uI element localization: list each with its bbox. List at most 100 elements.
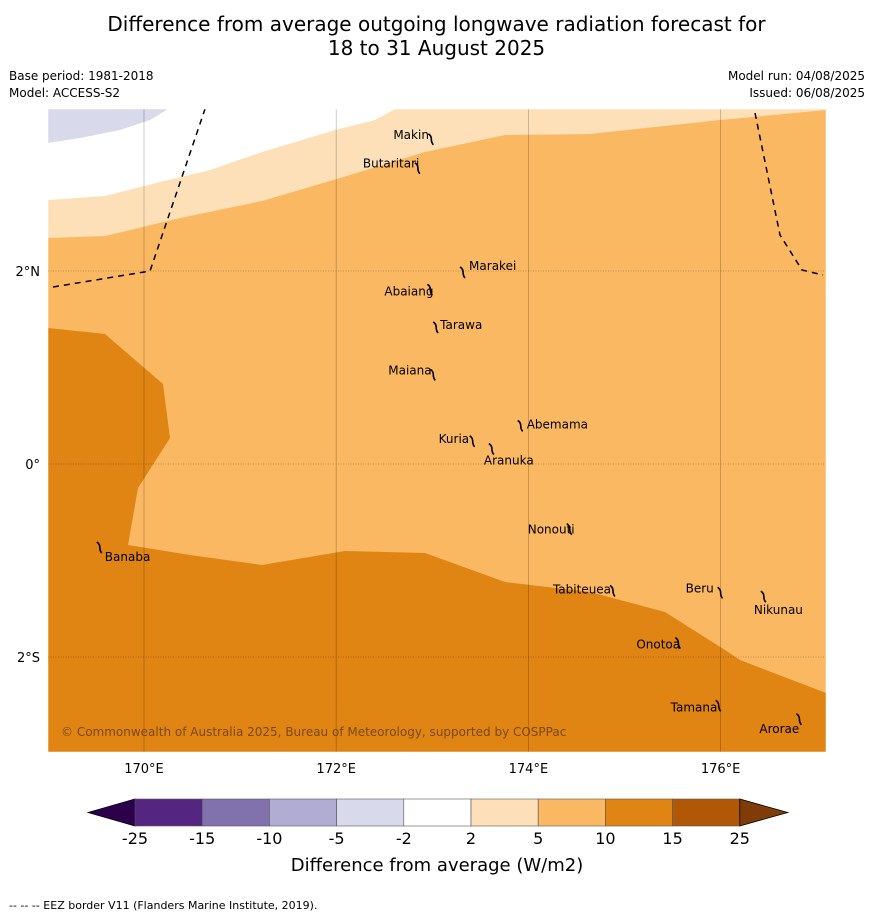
base-period: Base period: 1981-2018 xyxy=(9,69,154,83)
place-label: Onotoa xyxy=(636,638,680,652)
place-maiana: Maiana xyxy=(388,363,436,381)
island-outline xyxy=(488,442,495,456)
colorbar-under-arrow xyxy=(86,798,136,827)
place-nikunau: Nikunau xyxy=(754,590,803,617)
colorbar-tick-label: 25 xyxy=(730,829,750,848)
eez-border-east xyxy=(754,112,824,276)
place-tamana: Tamana xyxy=(670,699,722,714)
place-arorae: Arorae xyxy=(759,713,802,736)
longitude-labels: 170°E 172°E 174°E 176°E xyxy=(124,762,740,777)
island-outline xyxy=(96,541,103,554)
longitude-label: 174°E xyxy=(509,762,549,777)
place-kuria: Kuria xyxy=(439,432,476,448)
place-tarawa: Tarawa xyxy=(432,318,482,334)
colorbar-swatch xyxy=(201,798,270,827)
island-outline xyxy=(717,586,724,599)
colorbar-swatch xyxy=(269,798,337,827)
place-label: Beru xyxy=(686,581,714,595)
island-outline xyxy=(414,162,421,175)
place-label: Aranuka xyxy=(484,454,534,468)
colorbar-tick-label: -15 xyxy=(189,829,215,848)
colorbar-tick-label: -10 xyxy=(256,829,282,848)
island-outline xyxy=(760,590,767,603)
region-neg2-to-2 xyxy=(48,109,395,200)
place-label: Abaiang xyxy=(384,284,433,298)
colorbar-swatch xyxy=(470,798,539,827)
region-5-to-10 xyxy=(48,109,826,693)
place-label: Abemama xyxy=(527,417,588,431)
place-label: Butaritari xyxy=(363,157,420,171)
chart-title: Difference from average outgoing longwav… xyxy=(0,12,873,60)
issued-date: Issued: 06/08/2025 xyxy=(749,86,865,100)
island-outline xyxy=(429,368,436,381)
title-line-2: 18 to 31 August 2025 xyxy=(327,36,546,60)
colorbar-label: Difference from average (W/m2) xyxy=(291,855,583,876)
latitude-label: 0° xyxy=(25,458,40,473)
latitude-label: 2°N xyxy=(16,265,41,280)
place-label: Banaba xyxy=(105,550,151,564)
colorbar-swatch xyxy=(134,798,203,827)
place-label: Tamana xyxy=(670,700,718,714)
colorbar-tick-label: 10 xyxy=(595,829,615,848)
latitude-label: 2°S xyxy=(17,651,40,666)
latitude-labels: 2°N 0° 2°S xyxy=(16,265,41,666)
island-outline xyxy=(715,699,722,712)
longitude-label: 170°E xyxy=(124,762,164,777)
longitude-label: 176°E xyxy=(701,762,741,777)
island-outline xyxy=(459,266,466,279)
region-neg5-to-neg2 xyxy=(48,109,168,143)
colorbar-tick-label: -25 xyxy=(122,829,148,848)
place-layer: Makin Butaritari Marakei Abaiang Tarawa Maian… xyxy=(96,128,803,736)
island-outline xyxy=(469,435,476,448)
model-run-date: Model run: 04/08/2025 xyxy=(727,69,865,83)
longitude-label: 172°E xyxy=(316,762,356,777)
colorbar-swatch xyxy=(537,798,606,827)
place-marakei: Marakei xyxy=(459,259,516,279)
place-nonouti: Nonouti xyxy=(528,523,575,537)
copyright-notice: © Commonwealth of Australia 2025, Bureau… xyxy=(61,725,566,739)
island-outline xyxy=(674,636,681,650)
eez-border-note: -- -- -- EEZ border V11 (Flanders Marine… xyxy=(9,899,318,912)
island-outline xyxy=(432,321,439,334)
colorbar-swatch xyxy=(605,798,673,827)
place-beru: Beru xyxy=(686,581,724,599)
title-line-1: Difference from average outgoing longwav… xyxy=(107,12,766,36)
island-outline xyxy=(517,419,524,432)
island-outline xyxy=(427,133,434,146)
place-abemama: Abemama xyxy=(517,417,588,432)
map-plot-area xyxy=(48,109,826,752)
graticule xyxy=(48,109,826,752)
place-banaba: Banaba xyxy=(96,541,151,564)
place-onotoa: Onotoa xyxy=(636,636,681,652)
model-name: Model: ACCESS-S2 xyxy=(9,86,121,100)
run-info: Model run: 04/08/2025 Issued: 06/08/2025 xyxy=(728,68,865,102)
place-label: Arorae xyxy=(759,722,799,736)
place-makin: Makin xyxy=(393,128,434,146)
place-label: Tabiteuea xyxy=(552,582,611,596)
place-tabiteuea: Tabiteuea xyxy=(552,582,616,597)
eez-borders xyxy=(52,108,824,288)
island-outline xyxy=(426,283,433,296)
colorbar-swatch xyxy=(672,798,741,827)
colorbar-tick-label: 15 xyxy=(662,829,682,848)
colorbar: -25 -15 -10 -5 -2 2 5 10 15 25 xyxy=(86,798,790,848)
colorbar-tick-label: 5 xyxy=(533,829,543,848)
place-label: Makin xyxy=(393,128,429,142)
place-label: Nikunau xyxy=(754,603,803,617)
island-outline xyxy=(609,584,616,597)
colorbar-tick-label: -2 xyxy=(396,829,412,848)
place-label: Tarawa xyxy=(439,318,482,332)
island-outline xyxy=(566,522,573,536)
colorbar-tick-label: 2 xyxy=(466,829,476,848)
place-label: Nonouti xyxy=(528,523,575,537)
colorbar-swatch xyxy=(403,798,472,827)
model-info: Base period: 1981-2018 Model: ACCESS-S2 xyxy=(9,68,154,102)
forecast-map: Makin Butaritari Marakei Abaiang Tarawa Maian… xyxy=(16,108,827,876)
place-label: Kuria xyxy=(439,432,470,446)
island-outline xyxy=(795,713,802,726)
place-label: Marakei xyxy=(469,259,516,273)
place-butaritari: Butaritari xyxy=(363,157,421,175)
eez-border-west xyxy=(52,108,206,288)
colorbar-over-arrow xyxy=(739,798,790,827)
place-aranuka: Aranuka xyxy=(484,442,534,468)
